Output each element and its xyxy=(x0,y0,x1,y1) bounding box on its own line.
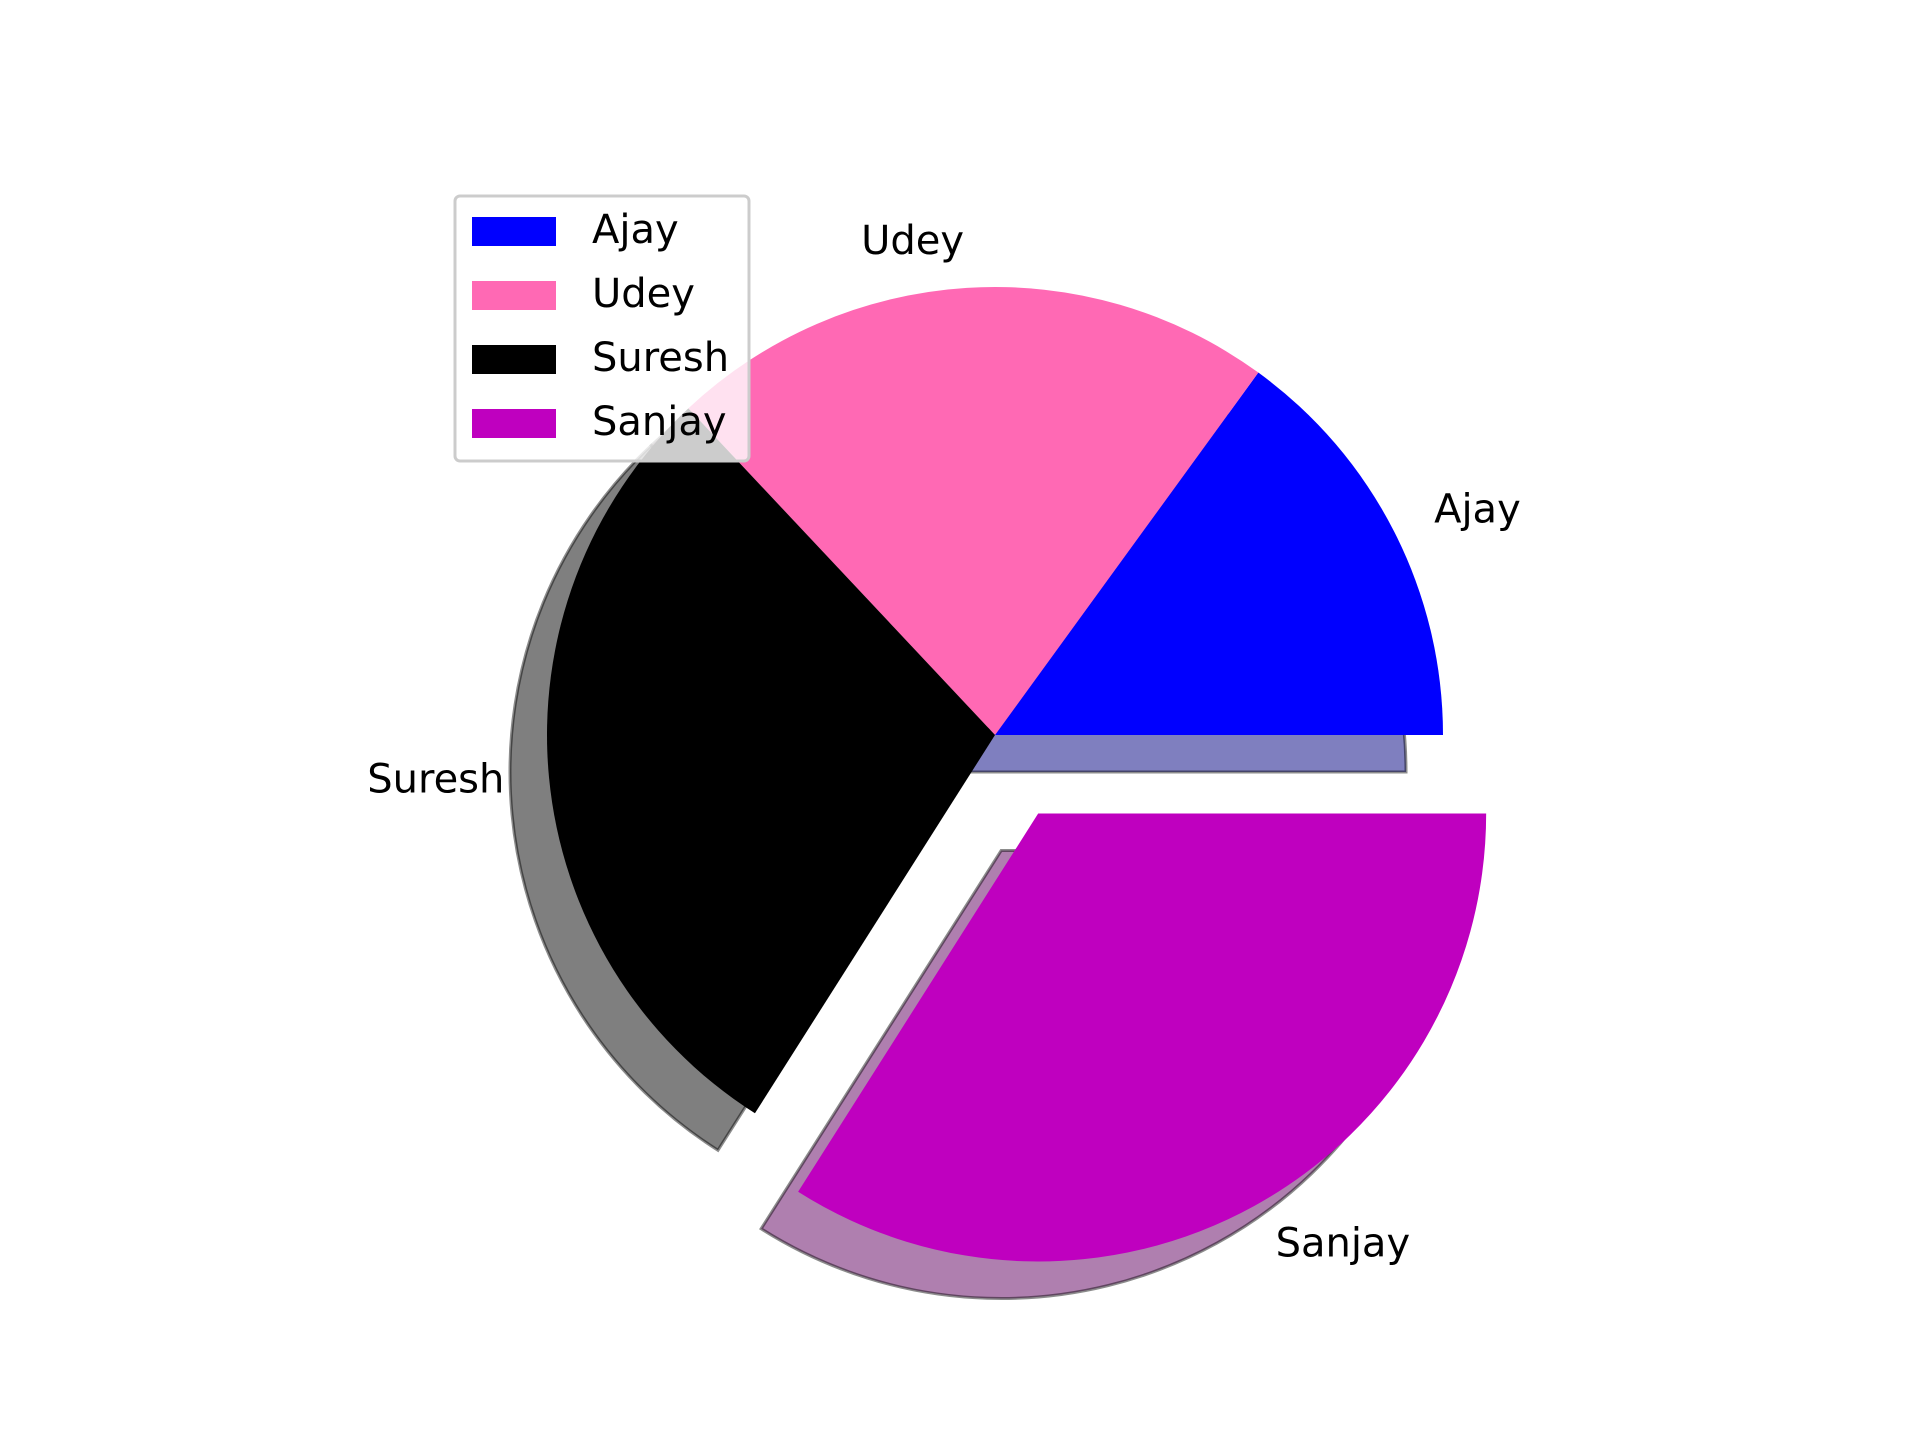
legend-label-udey: Udey xyxy=(592,271,695,317)
slice-label-ajay: Ajay xyxy=(1434,486,1521,532)
slice-label-suresh: Suresh xyxy=(367,756,504,802)
slice-label-sanjay: Sanjay xyxy=(1276,1220,1411,1266)
slice-sanjay xyxy=(798,813,1487,1262)
slice-ajay xyxy=(995,372,1443,735)
legend-swatch-ajay xyxy=(472,217,556,246)
pie-slices xyxy=(547,287,1487,1262)
slice-labels: Ajay Udey Suresh Sanjay xyxy=(367,218,1520,1266)
slice-suresh xyxy=(547,408,995,1114)
legend: Ajay Udey Suresh Sanjay xyxy=(453,194,751,463)
legend-swatch-suresh xyxy=(472,345,556,374)
legend-label-ajay: Ajay xyxy=(592,207,679,253)
legend-label-sanjay: Sanjay xyxy=(592,399,727,445)
legend-swatch-sanjay xyxy=(472,409,556,438)
slice-udey xyxy=(688,287,1259,735)
slice-label-udey: Udey xyxy=(861,218,964,264)
legend-frame xyxy=(453,194,751,463)
legend-swatch-udey xyxy=(472,281,556,310)
legend-label-suresh: Suresh xyxy=(592,335,729,381)
